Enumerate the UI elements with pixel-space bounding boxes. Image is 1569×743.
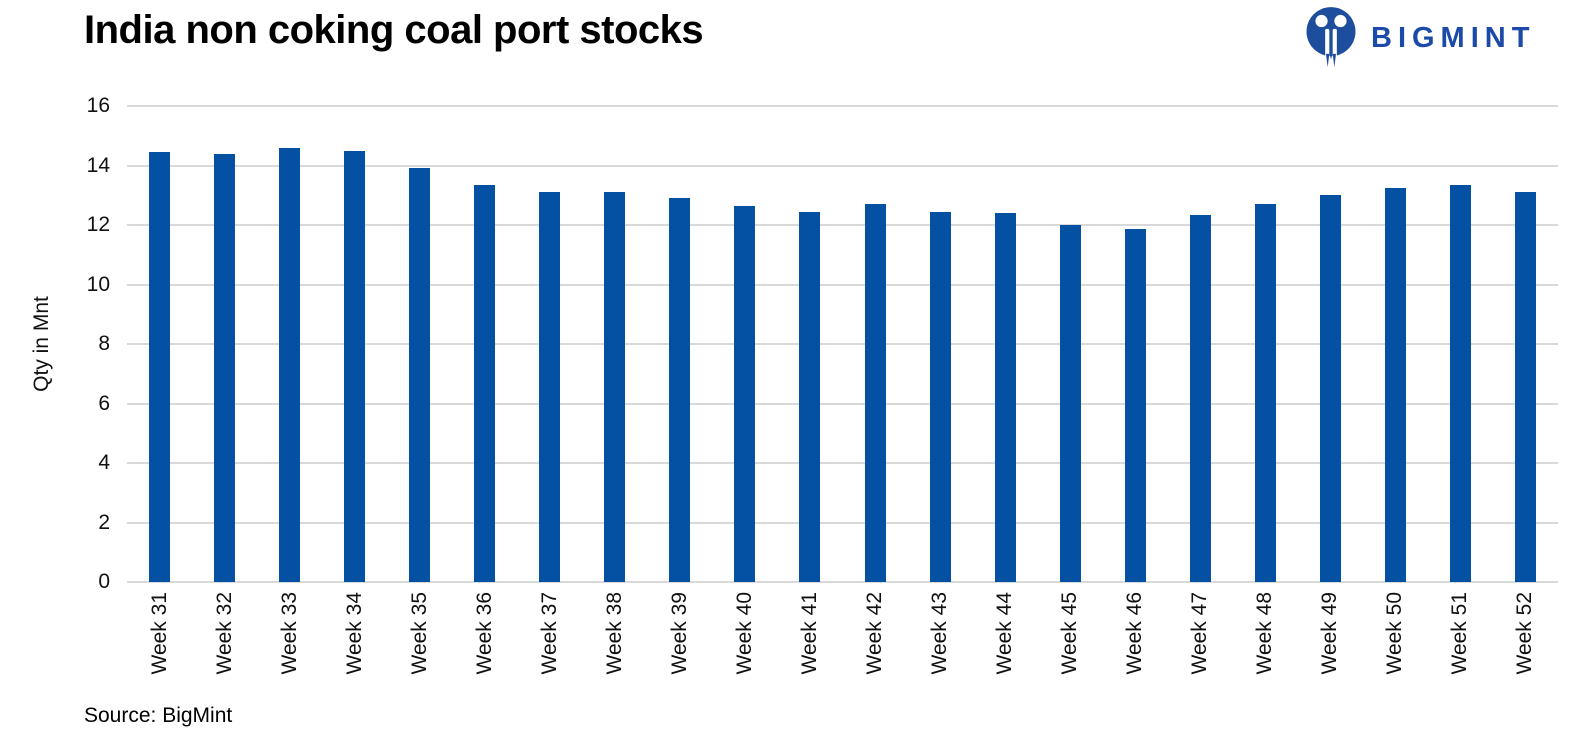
y-tick-label: 2 (98, 510, 110, 534)
bar-week-44 (994, 213, 1016, 582)
x-tick-label: Week 51 (1448, 592, 1472, 675)
bar-week-33 (279, 147, 301, 582)
x-tick-label: Week 47 (1188, 592, 1212, 675)
bar-week-42 (864, 204, 886, 582)
x-tick-label: Week 36 (472, 592, 496, 675)
bar-week-37 (539, 192, 561, 582)
gridline (127, 105, 1558, 107)
bar-week-40 (734, 205, 756, 582)
y-tick-label: 12 (86, 213, 110, 236)
x-tick-label: Week 31 (147, 592, 171, 675)
bar-week-48 (1254, 204, 1276, 582)
x-tick-label: Week 45 (1058, 592, 1082, 675)
source-note: Source: BigMint (84, 704, 233, 727)
y-tick-label: 6 (98, 391, 110, 415)
bar-week-32 (214, 153, 236, 582)
x-tick-label: Week 42 (863, 592, 887, 675)
bar-week-36 (474, 184, 496, 582)
x-tick-label: Week 41 (797, 592, 821, 675)
bigmint-logo: BIGMINT (1303, 6, 1535, 70)
plot-area (127, 105, 1558, 583)
x-tick-label: Week 38 (602, 592, 626, 675)
x-tick-label: Week 44 (993, 592, 1017, 675)
x-tick-label: Week 34 (342, 592, 366, 675)
bar-week-46 (1124, 229, 1146, 582)
bigmint-people-m-icon (1306, 7, 1356, 68)
gridline (127, 224, 1558, 226)
x-tick-label: Week 46 (1123, 592, 1147, 675)
bar-week-41 (799, 211, 821, 582)
x-tick-label: Week 40 (732, 592, 756, 675)
x-tick-label: Week 33 (277, 592, 301, 675)
x-tick-label: Week 48 (1253, 592, 1277, 675)
y-tick-label: 14 (86, 153, 110, 177)
bar-week-50 (1384, 187, 1406, 582)
gridline (127, 581, 1558, 583)
bar-week-47 (1189, 214, 1211, 582)
bar-week-43 (929, 211, 951, 582)
gridline (127, 462, 1558, 464)
bar-week-51 (1449, 184, 1471, 582)
y-tick-label: 4 (98, 451, 110, 474)
bar-week-52 (1514, 192, 1536, 582)
x-tick-label: Week 39 (667, 592, 691, 675)
y-tick-label: 16 (86, 94, 110, 117)
gridline (127, 164, 1558, 167)
y-tick-label: 0 (98, 570, 110, 593)
x-tick-label: Week 43 (928, 592, 952, 675)
x-tick-label: Week 49 (1318, 592, 1342, 675)
y-tick-label: 10 (86, 272, 110, 296)
x-tick-label: Week 37 (537, 592, 561, 675)
gridline (127, 343, 1558, 345)
bar-week-49 (1319, 195, 1341, 582)
y-tick-label: 8 (98, 332, 110, 355)
bar-week-35 (409, 168, 431, 582)
x-tick-label: Week 35 (407, 592, 431, 675)
bar-week-34 (344, 150, 366, 582)
bar-week-31 (149, 152, 171, 582)
x-tick-label: Week 32 (212, 592, 236, 675)
bigmint-logo-text: BIGMINT (1371, 21, 1536, 54)
bar-week-45 (1059, 225, 1081, 582)
x-tick-label: Week 52 (1513, 592, 1537, 675)
bar-week-38 (604, 192, 626, 582)
bar-week-39 (669, 198, 691, 582)
gridline (127, 402, 1558, 405)
gridline (127, 521, 1558, 524)
chart-title: India non coking coal port stocks (84, 8, 704, 52)
gridline (127, 283, 1558, 286)
x-tick-label: Week 50 (1383, 592, 1407, 675)
